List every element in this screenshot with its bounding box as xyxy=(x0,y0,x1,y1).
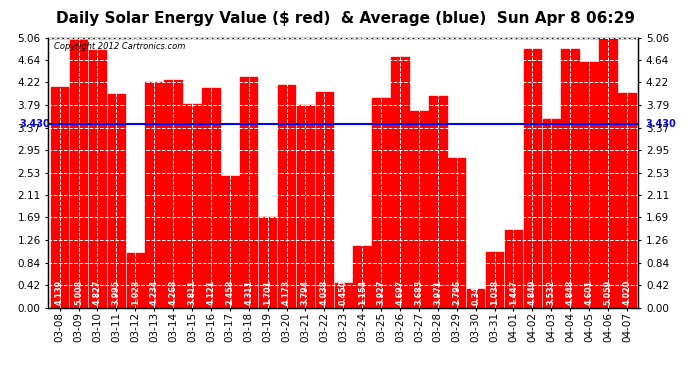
Text: 3.971: 3.971 xyxy=(433,280,442,305)
Text: 1.447: 1.447 xyxy=(509,280,518,305)
Text: 5.059: 5.059 xyxy=(604,280,613,305)
Text: 4.827: 4.827 xyxy=(93,279,102,305)
Text: 4.268: 4.268 xyxy=(168,279,177,305)
Text: 4.697: 4.697 xyxy=(395,280,404,305)
Text: 2.458: 2.458 xyxy=(226,279,235,305)
Text: 0.450: 0.450 xyxy=(339,280,348,305)
Bar xyxy=(429,96,446,308)
Text: 3.430: 3.430 xyxy=(646,120,677,129)
Bar xyxy=(221,176,239,308)
Bar xyxy=(391,57,408,308)
Bar xyxy=(467,289,484,308)
Text: 4.601: 4.601 xyxy=(584,280,593,305)
Bar xyxy=(146,82,163,308)
Bar xyxy=(580,62,598,308)
Text: 4.173: 4.173 xyxy=(282,280,291,305)
Bar xyxy=(373,98,390,308)
Text: 3.811: 3.811 xyxy=(188,280,197,305)
Text: 4.038: 4.038 xyxy=(320,280,329,305)
Text: Daily Solar Energy Value ($ red)  & Average (blue)  Sun Apr 8 06:29: Daily Solar Energy Value ($ red) & Avera… xyxy=(55,11,635,26)
Bar xyxy=(89,50,106,308)
Bar xyxy=(184,104,201,308)
Text: 4.234: 4.234 xyxy=(150,280,159,305)
Bar xyxy=(315,92,333,308)
Bar xyxy=(448,158,466,308)
Text: 4.311: 4.311 xyxy=(244,280,253,305)
Text: 0.345: 0.345 xyxy=(471,280,480,305)
Text: 1.023: 1.023 xyxy=(131,280,140,305)
Text: 5.008: 5.008 xyxy=(74,280,83,305)
Bar xyxy=(297,105,314,308)
Bar xyxy=(600,38,617,308)
Bar xyxy=(240,78,257,308)
Bar xyxy=(51,87,68,308)
Text: 3.430: 3.430 xyxy=(19,120,50,129)
Bar xyxy=(70,40,87,308)
Bar xyxy=(126,253,144,308)
Bar xyxy=(353,246,371,308)
Text: 2.796: 2.796 xyxy=(452,280,461,305)
Text: 1.154: 1.154 xyxy=(357,280,366,305)
Bar xyxy=(524,49,541,308)
Bar xyxy=(259,217,276,308)
Bar xyxy=(278,85,295,308)
Text: 4.849: 4.849 xyxy=(528,280,537,305)
Bar xyxy=(335,284,352,308)
Bar xyxy=(411,111,428,308)
Text: 4.020: 4.020 xyxy=(622,280,631,305)
Text: 1.701: 1.701 xyxy=(263,280,272,305)
Text: 3.794: 3.794 xyxy=(301,280,310,305)
Text: 4.121: 4.121 xyxy=(206,280,215,305)
Text: 1.038: 1.038 xyxy=(490,280,499,305)
Bar xyxy=(618,93,635,308)
Bar xyxy=(164,80,181,308)
Text: 3.532: 3.532 xyxy=(546,280,555,305)
Bar xyxy=(108,94,125,308)
Text: 4.848: 4.848 xyxy=(566,279,575,305)
Bar xyxy=(202,88,219,308)
Bar xyxy=(562,49,579,308)
Text: Copyright 2012 Cartronics.com: Copyright 2012 Cartronics.com xyxy=(55,42,186,51)
Text: 3.927: 3.927 xyxy=(377,280,386,305)
Text: 4.139: 4.139 xyxy=(55,280,64,305)
Bar xyxy=(486,252,503,308)
Bar xyxy=(542,119,560,308)
Text: 3.683: 3.683 xyxy=(415,280,424,305)
Bar xyxy=(505,230,522,308)
Text: 3.995: 3.995 xyxy=(112,280,121,305)
